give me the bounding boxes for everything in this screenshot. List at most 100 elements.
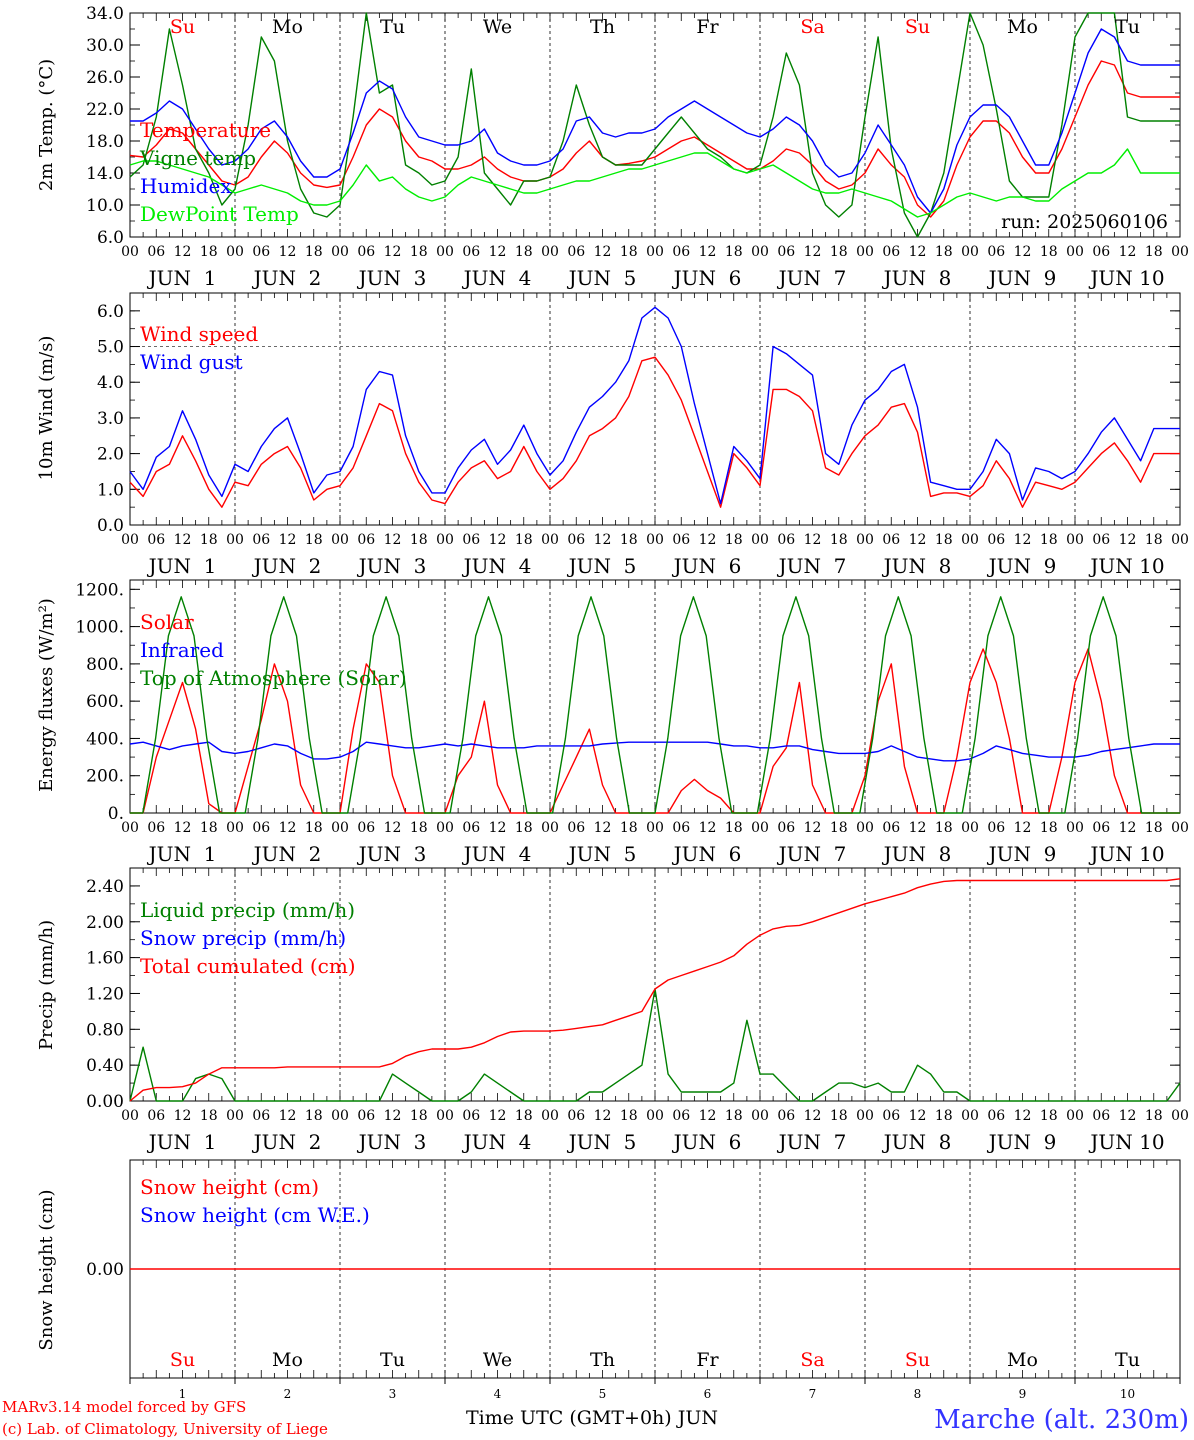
hour-label: 12: [699, 1108, 717, 1124]
date-label: JUN 7: [777, 554, 847, 578]
day-number: 8: [914, 1387, 922, 1401]
hour-label: 18: [515, 1108, 533, 1124]
date-label: JUN 1: [147, 554, 217, 578]
day-number: 3: [389, 1387, 397, 1401]
hour-label: 00: [541, 532, 559, 548]
day-label-bottom: Fr: [696, 1349, 719, 1371]
y-tick-label: 5.0: [97, 338, 124, 358]
y-axis-label: Snow height (cm): [36, 1189, 57, 1350]
hour-label: 06: [987, 532, 1005, 548]
series-line: [129, 306, 1180, 505]
hour-label: 12: [279, 820, 297, 836]
hour-label: 00: [436, 244, 454, 260]
hour-label: 06: [252, 820, 270, 836]
hour-label: 18: [515, 244, 533, 260]
hour-label: 06: [987, 820, 1005, 836]
day-label-top: Mo: [1007, 16, 1038, 38]
date-label: JUN 7: [777, 266, 847, 290]
panel-3: [129, 579, 1181, 814]
legend-entry: Wind gust: [140, 350, 243, 374]
hour-label: 06: [567, 1108, 585, 1124]
day-label-bottom: Su: [905, 1349, 930, 1371]
legend-entry: Liquid precip (mm/h): [140, 898, 355, 922]
day-number: 5: [599, 1387, 607, 1401]
hour-label: 18: [305, 532, 323, 548]
hour-label: 12: [1119, 820, 1137, 836]
day-label-bottom: We: [483, 1349, 512, 1371]
hour-label: 18: [935, 1108, 953, 1124]
hour-label: 12: [489, 1108, 507, 1124]
hour-label: 06: [882, 1108, 900, 1124]
date-label: JUN 4: [462, 842, 532, 866]
date-label: JUN 3: [357, 554, 427, 578]
hour-label: 00: [331, 244, 349, 260]
hour-label: 00: [646, 820, 664, 836]
legend-entry: Top of Atmosphere (Solar): [140, 666, 407, 690]
hour-label: 12: [1014, 820, 1032, 836]
hour-label: 06: [672, 532, 690, 548]
hour-label: 12: [1119, 532, 1137, 548]
hour-label: 12: [384, 532, 402, 548]
day-label-top: Su: [905, 16, 930, 38]
hour-label: 18: [1040, 244, 1058, 260]
legend-entry: Vigne temp: [139, 146, 256, 170]
day-label-top: We: [483, 16, 512, 38]
day-label-bottom: Tu: [1115, 1349, 1140, 1371]
legend-entry: Humidex: [140, 174, 232, 198]
hour-label: 18: [1145, 244, 1163, 260]
hour-label: 18: [1040, 1108, 1058, 1124]
day-label-bottom: Sa: [800, 1349, 824, 1371]
y-tick-label: 6.0: [97, 228, 124, 248]
y-tick-label: 0.00: [86, 1260, 124, 1280]
x-axis-title: Time UTC (GMT+0h) JUN: [466, 1407, 718, 1429]
day-label-bottom: Mo: [272, 1349, 303, 1371]
hour-label: 18: [410, 1108, 428, 1124]
hour-label: 06: [777, 532, 795, 548]
series-line: [130, 596, 1180, 814]
hour-label: 00: [1066, 244, 1084, 260]
hour-label: 00: [1066, 1108, 1084, 1124]
day-number: 7: [809, 1387, 817, 1401]
y-axis-label: Energy fluxes (W/m²): [36, 598, 57, 792]
day-number: 4: [494, 1387, 502, 1401]
date-label: JUN 7: [777, 1130, 847, 1154]
y-tick-label: 200.: [86, 767, 124, 787]
day-label-top: Su: [170, 16, 195, 38]
hour-label: 00: [1171, 820, 1189, 836]
series-line: [129, 741, 1180, 762]
hour-label: 12: [384, 244, 402, 260]
hour-label: 12: [384, 1108, 402, 1124]
hour-label: 06: [672, 1108, 690, 1124]
hour-label: 18: [830, 244, 848, 260]
hour-label: 00: [1171, 244, 1189, 260]
hour-label: 12: [804, 1108, 822, 1124]
hour-label: 12: [279, 1108, 297, 1124]
date-label: JUN 4: [462, 266, 532, 290]
hour-label: 00: [226, 820, 244, 836]
hour-label: 06: [882, 532, 900, 548]
hour-label: 18: [935, 244, 953, 260]
y-tick-label: 4.0: [97, 373, 124, 393]
hour-label: 00: [226, 1108, 244, 1124]
hour-label: 12: [174, 1108, 192, 1124]
day-number: 9: [1019, 1387, 1027, 1401]
hour-label: 00: [121, 820, 139, 836]
y-axis-label: 10m Wind (m/s): [36, 336, 57, 481]
hour-label: 00: [121, 532, 139, 548]
date-label: JUN 1: [147, 1130, 217, 1154]
hour-label: 00: [961, 820, 979, 836]
date-label: JUN 8: [882, 266, 952, 290]
hour-label: 18: [200, 532, 218, 548]
date-label: JUN 3: [357, 842, 427, 866]
y-tick-label: 26.0: [86, 68, 124, 88]
hour-label: 06: [672, 244, 690, 260]
series-line: [129, 148, 1180, 218]
hour-label: 18: [1040, 820, 1058, 836]
hour-label: 06: [147, 244, 165, 260]
hour-label: 00: [856, 820, 874, 836]
date-label: JUN 1: [147, 266, 217, 290]
day-label-top: Th: [590, 16, 615, 38]
y-tick-label: 0.80: [86, 1020, 124, 1040]
hour-label: 00: [646, 532, 664, 548]
